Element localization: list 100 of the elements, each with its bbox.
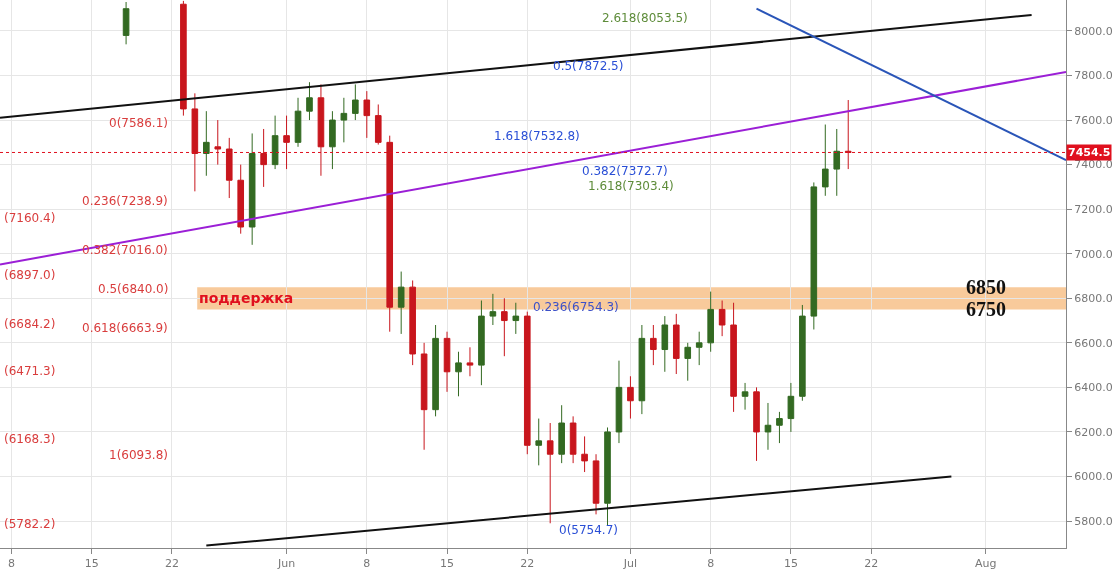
- annotation: 0.618(6663.9): [82, 321, 168, 335]
- candlestick: [615, 360, 623, 444]
- annotation: (5782.2): [4, 517, 56, 531]
- band-label: поддержка: [199, 290, 294, 306]
- candlestick: [352, 83, 359, 121]
- x-tick-label: Jul: [622, 557, 638, 571]
- candlestick: [271, 115, 279, 170]
- candlestick: [512, 302, 520, 335]
- candlestick: [730, 302, 737, 413]
- annotation: 0.236(6754.3): [533, 300, 619, 314]
- candlestick: [180, 0, 187, 117]
- candlestick: [455, 351, 462, 397]
- annotation: 0.236(7238.9): [82, 194, 168, 208]
- y-tick-label: 6600.0: [1074, 336, 1113, 350]
- candlestick: [627, 375, 634, 420]
- x-tick-label: Jun: [276, 557, 296, 571]
- x-tick-label: 22: [864, 557, 879, 571]
- candlestick: [833, 128, 841, 197]
- y-tick-label: 8000.0: [1074, 24, 1113, 38]
- candlestick: [248, 132, 256, 246]
- candlestick: [604, 426, 611, 526]
- candlestick: [294, 97, 302, 148]
- x-tick-label: 22: [520, 557, 535, 571]
- candlestick: [432, 324, 439, 417]
- candlestick: [718, 300, 726, 337]
- candlestick: [810, 181, 818, 330]
- candlestick: [821, 124, 829, 197]
- candlestick: [569, 415, 577, 464]
- candlestick: [741, 382, 749, 411]
- candlestick: [237, 164, 245, 235]
- candlestick: [650, 324, 657, 366]
- candlestick: [363, 90, 371, 139]
- candlestick: [191, 92, 199, 192]
- candlestick: [707, 291, 714, 353]
- candlestick: [753, 386, 760, 462]
- candlestick: [317, 83, 325, 177]
- y-tick-label: 7000.0: [1074, 247, 1113, 261]
- y-tick-label: 5800.0: [1074, 514, 1113, 528]
- x-tick-label: 8: [707, 557, 715, 571]
- candlestick: [374, 103, 382, 146]
- annotation: 2.618(8053.5): [602, 11, 688, 25]
- candlestick: [225, 137, 233, 199]
- x-tick-label: 15: [783, 557, 798, 571]
- candlestick: [501, 297, 508, 357]
- x-tick-label: 15: [84, 557, 99, 571]
- annotation: (6684.2): [4, 317, 56, 331]
- y-tick-label: 7400.0: [1074, 158, 1113, 172]
- annotation: (6471.3): [4, 364, 56, 378]
- annotation: (6897.0): [4, 268, 56, 282]
- candlestick: [420, 342, 428, 451]
- candlestick: [558, 404, 565, 464]
- y-tick-label: 6200.0: [1074, 425, 1113, 439]
- candlestick: [397, 271, 405, 335]
- y-tick-label: 7600.0: [1074, 113, 1113, 127]
- x-tick-label: Aug: [975, 557, 997, 571]
- candlestick: [260, 128, 267, 188]
- annotation: (7160.4): [4, 211, 56, 225]
- y-tick-label: 6400.0: [1074, 381, 1113, 395]
- candlestick: [546, 422, 554, 524]
- y-tick-label: 7800.0: [1074, 69, 1113, 83]
- x-tick-label: 8: [7, 557, 15, 571]
- candlestick: [523, 311, 531, 455]
- candlestick: [535, 418, 543, 466]
- candlestick: [386, 135, 394, 333]
- candlestick: [443, 331, 451, 393]
- x-tick-label: 22: [164, 557, 179, 571]
- candlestick: [844, 99, 852, 170]
- annotation: 1.618(7532.8): [494, 129, 580, 143]
- candlestick: [306, 81, 313, 121]
- annotation: 0(7586.1): [109, 116, 168, 130]
- ref-line-label: 7454.5: [1068, 146, 1111, 159]
- candlestick: [638, 324, 646, 415]
- candlestick: [764, 402, 772, 451]
- candlestick: [466, 346, 474, 377]
- annotation: 6750: [966, 298, 1006, 320]
- candlestick: [329, 110, 336, 170]
- candlestick: [214, 119, 222, 166]
- candlestick: [340, 97, 348, 143]
- x-tick-label: 15: [440, 557, 455, 571]
- candlestick: [478, 300, 485, 386]
- candlestick: [592, 453, 600, 515]
- annotation: 0.382(7372.7): [582, 164, 668, 178]
- candlestick: [776, 411, 783, 444]
- candlestick: [672, 313, 680, 375]
- candlestick: [283, 115, 290, 170]
- annotation: 6850: [966, 276, 1006, 298]
- annotation: (6168.3): [4, 432, 56, 446]
- candlestick: [409, 279, 416, 366]
- annotation: 1(6093.8): [109, 448, 168, 462]
- y-tick-label: 6000.0: [1074, 470, 1113, 484]
- candlestick: [695, 331, 703, 366]
- candlestick: [122, 1, 130, 45]
- annotation: 0(5754.7): [559, 523, 618, 537]
- candlestick: [799, 304, 806, 402]
- y-tick-label: 6800.0: [1074, 292, 1113, 306]
- candlestick: [684, 342, 692, 382]
- x-tick-label: 8: [363, 557, 371, 571]
- candlestick: [581, 435, 588, 473]
- y-tick-label: 7200.0: [1074, 203, 1113, 217]
- annotation: 0.5(6840.0): [98, 282, 169, 296]
